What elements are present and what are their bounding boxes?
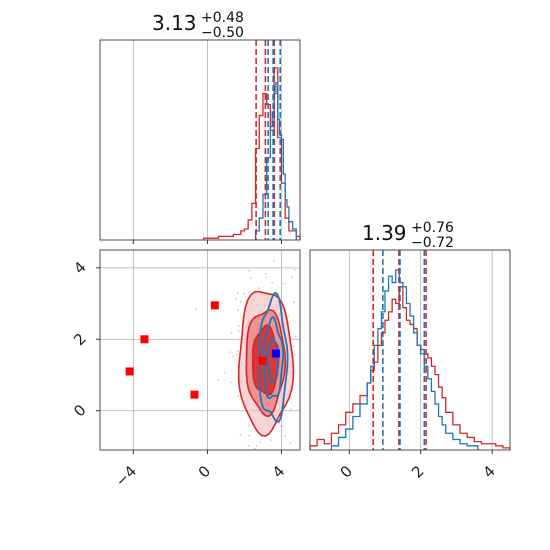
joint-scatter-point [232, 355, 235, 358]
joint-scatter-point [255, 444, 258, 447]
joint-scatter-point [248, 269, 251, 272]
joint-scatter-point [289, 241, 291, 243]
joint-panel: −4 0 4 0 2 4 [70, 241, 320, 542]
marginal-2-title-minus: −0.72 [411, 235, 454, 251]
joint-scatter-point [279, 425, 282, 428]
joint-scatter-point [294, 354, 297, 356]
joint-red-marker-0 [125, 367, 134, 376]
joint-scatter-point [230, 331, 233, 334]
joint-y-ticks: 0 2 4 [70, 258, 100, 420]
joint-scatter-point [283, 435, 286, 438]
marginal-2-title-plus: +0.76 [411, 220, 454, 236]
joint-scatter-point [195, 308, 198, 311]
joint-red-marker-3 [210, 301, 219, 310]
joint-blue-marker-0 [271, 349, 280, 358]
marginal-1-blue-histogram [254, 81, 297, 240]
joint-scatter-point [278, 422, 280, 425]
joint-scatter-point [264, 272, 267, 275]
marginal-2-title-value: 1.39 [362, 221, 407, 245]
joint-scatter-point [247, 291, 250, 294]
joint-scatter-point [229, 351, 232, 354]
joint-red-marker-2 [190, 390, 199, 399]
marginal-2-ticks: 0 2 4 [337, 450, 499, 482]
joint-markers [125, 301, 280, 399]
joint-y-tick-label-1: 2 [70, 330, 89, 349]
joint-scatter-point [290, 276, 293, 279]
joint-scatter-point [271, 281, 274, 284]
joint-scatter-point [318, 359, 320, 361]
joint-scatter-point [235, 297, 237, 300]
marginal-1-red-histogram [203, 67, 301, 240]
joint-scatter-point [258, 469, 260, 471]
joint-scatter-point [236, 309, 239, 312]
joint-scatter-point [259, 441, 262, 444]
joint-scatter-point [236, 350, 239, 353]
joint-scatter-point [259, 540, 261, 542]
marginal-1-ticks [132, 240, 282, 244]
joint-scatter-point [239, 433, 242, 436]
joint-scatter-point [270, 439, 273, 442]
joint-scatter-point [247, 434, 250, 437]
marginal-2-tick-label-0: 0 [337, 462, 356, 481]
marginal-1-title-plus: +0.48 [201, 10, 244, 26]
marginal-1-title-minus: −0.50 [201, 25, 244, 41]
joint-scatter-point [283, 282, 286, 285]
joint-scatter-point [296, 338, 299, 341]
marginal-1-quantile-lines [255, 40, 281, 240]
joint-x-tick-label-1: 0 [195, 462, 214, 481]
marginal-2-tick-label-2: 4 [479, 462, 498, 481]
joint-scatter-point [238, 329, 240, 332]
marginal-1-frame [99, 39, 301, 241]
joint-scatter-point [287, 315, 290, 318]
joint-scatter-point [217, 379, 219, 382]
joint-scatter-point [290, 408, 293, 411]
joint-scatter-point [293, 268, 296, 271]
joint-scatter-point [247, 444, 250, 447]
joint-red-marker-1 [140, 335, 149, 344]
marginal-panel-param-2: 0 2 4 1.39 +0.76 −0.72 [309, 220, 511, 482]
joint-scatter-point [224, 371, 226, 374]
marginal-2-red-histogram [309, 286, 511, 450]
joint-scatter-point [237, 394, 240, 397]
joint-y-tick-label-0: 0 [70, 401, 89, 420]
joint-x-tick-label-2: 4 [269, 462, 288, 481]
marginal-1-title-value: 3.13 [152, 11, 197, 35]
joint-scatter-point [253, 447, 256, 450]
joint-scatter-point [282, 425, 285, 428]
joint-scatter-point [236, 353, 238, 356]
joint-y-tick-label-2: 4 [70, 258, 89, 277]
marginal-2-quantile-lines [372, 250, 427, 450]
marginal-panel-param-1: 3.13 +0.48 −0.50 [99, 10, 301, 244]
marginal-1-histograms [203, 67, 301, 240]
joint-scatter-point [294, 335, 297, 338]
marginal-2-tick-label-1: 2 [408, 462, 427, 481]
joint-scatter-point [265, 276, 268, 279]
joint-red-marker-4 [258, 356, 267, 365]
joint-scatter-point [273, 259, 275, 262]
joint-scatter-point [229, 381, 232, 384]
marginal-2-histograms [309, 269, 511, 450]
joint-x-tick-label-0: −4 [112, 462, 140, 490]
joint-scatter-point [250, 277, 252, 279]
joint-scatter-point [237, 325, 240, 327]
joint-scatter-point [292, 345, 295, 348]
joint-blue-contour-2 [266, 337, 280, 384]
joint-scatter-point [292, 301, 295, 304]
joint-scatter-point [236, 292, 239, 294]
joint-scatter-point [243, 292, 245, 295]
marginal-2-frame [309, 249, 511, 451]
joint-scatter-point [247, 424, 250, 427]
joint-x-ticks: −4 0 4 [112, 450, 288, 490]
joint-scatter-point [240, 300, 242, 303]
marginal-2-blue-histogram [330, 269, 479, 450]
joint-scatter-point [289, 442, 292, 444]
joint-scatter-point [257, 287, 260, 289]
joint-frame [99, 249, 301, 451]
